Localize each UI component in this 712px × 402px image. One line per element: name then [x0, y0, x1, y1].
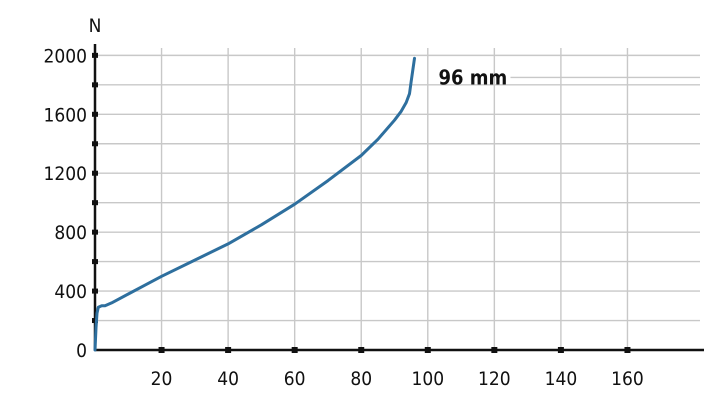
x-tick-mark [358, 347, 365, 353]
y-tick-mark [92, 200, 98, 206]
x-tick-label: 140 [545, 368, 578, 390]
y-tick-mark [92, 141, 98, 147]
x-tick-mark [158, 347, 165, 353]
y-tick-mark [92, 288, 98, 294]
x-tick-mark [491, 347, 498, 353]
x-tick-mark [624, 347, 631, 353]
y-tick-mark [92, 111, 98, 117]
x-tick-mark [225, 347, 232, 353]
y-tick-mark [92, 82, 98, 88]
x-tick-label: 80 [350, 368, 372, 390]
x-tick-label: 60 [284, 368, 306, 390]
y-tick-label: 800 [54, 222, 87, 244]
x-tick-label: 120 [478, 368, 511, 390]
x-tick-label: 40 [217, 368, 239, 390]
y-tick-mark [92, 170, 98, 176]
y-tick-mark [92, 229, 98, 235]
grid-lines [95, 48, 700, 350]
tick-labels: 0 400 800 1200 1600 2000 20 40 60 80 100 120 140 160 [44, 45, 644, 390]
x-tick-mark [291, 347, 298, 353]
y-tick-label: 1600 [44, 104, 88, 126]
annotations: 96 mm [438, 65, 700, 89]
y-tick-label: 400 [54, 281, 87, 303]
x-tick-label: 100 [411, 368, 444, 390]
x-tick-mark [557, 347, 564, 353]
y-axis-unit-label: N [89, 15, 102, 37]
axes [93, 44, 704, 352]
x-tick-label: 160 [611, 368, 644, 390]
y-tick-mark [92, 259, 98, 265]
x-tick-mark [424, 347, 431, 353]
plot-area [93, 56, 416, 352]
x-tick-label: 20 [151, 368, 173, 390]
y-tick-label: 0 [76, 340, 87, 362]
annotation-label: 96 mm [438, 65, 507, 89]
y-tick-label: 1200 [44, 163, 88, 185]
series-line [93, 56, 416, 352]
y-tick-label: 2000 [44, 45, 88, 67]
y-tick-mark [92, 52, 98, 58]
